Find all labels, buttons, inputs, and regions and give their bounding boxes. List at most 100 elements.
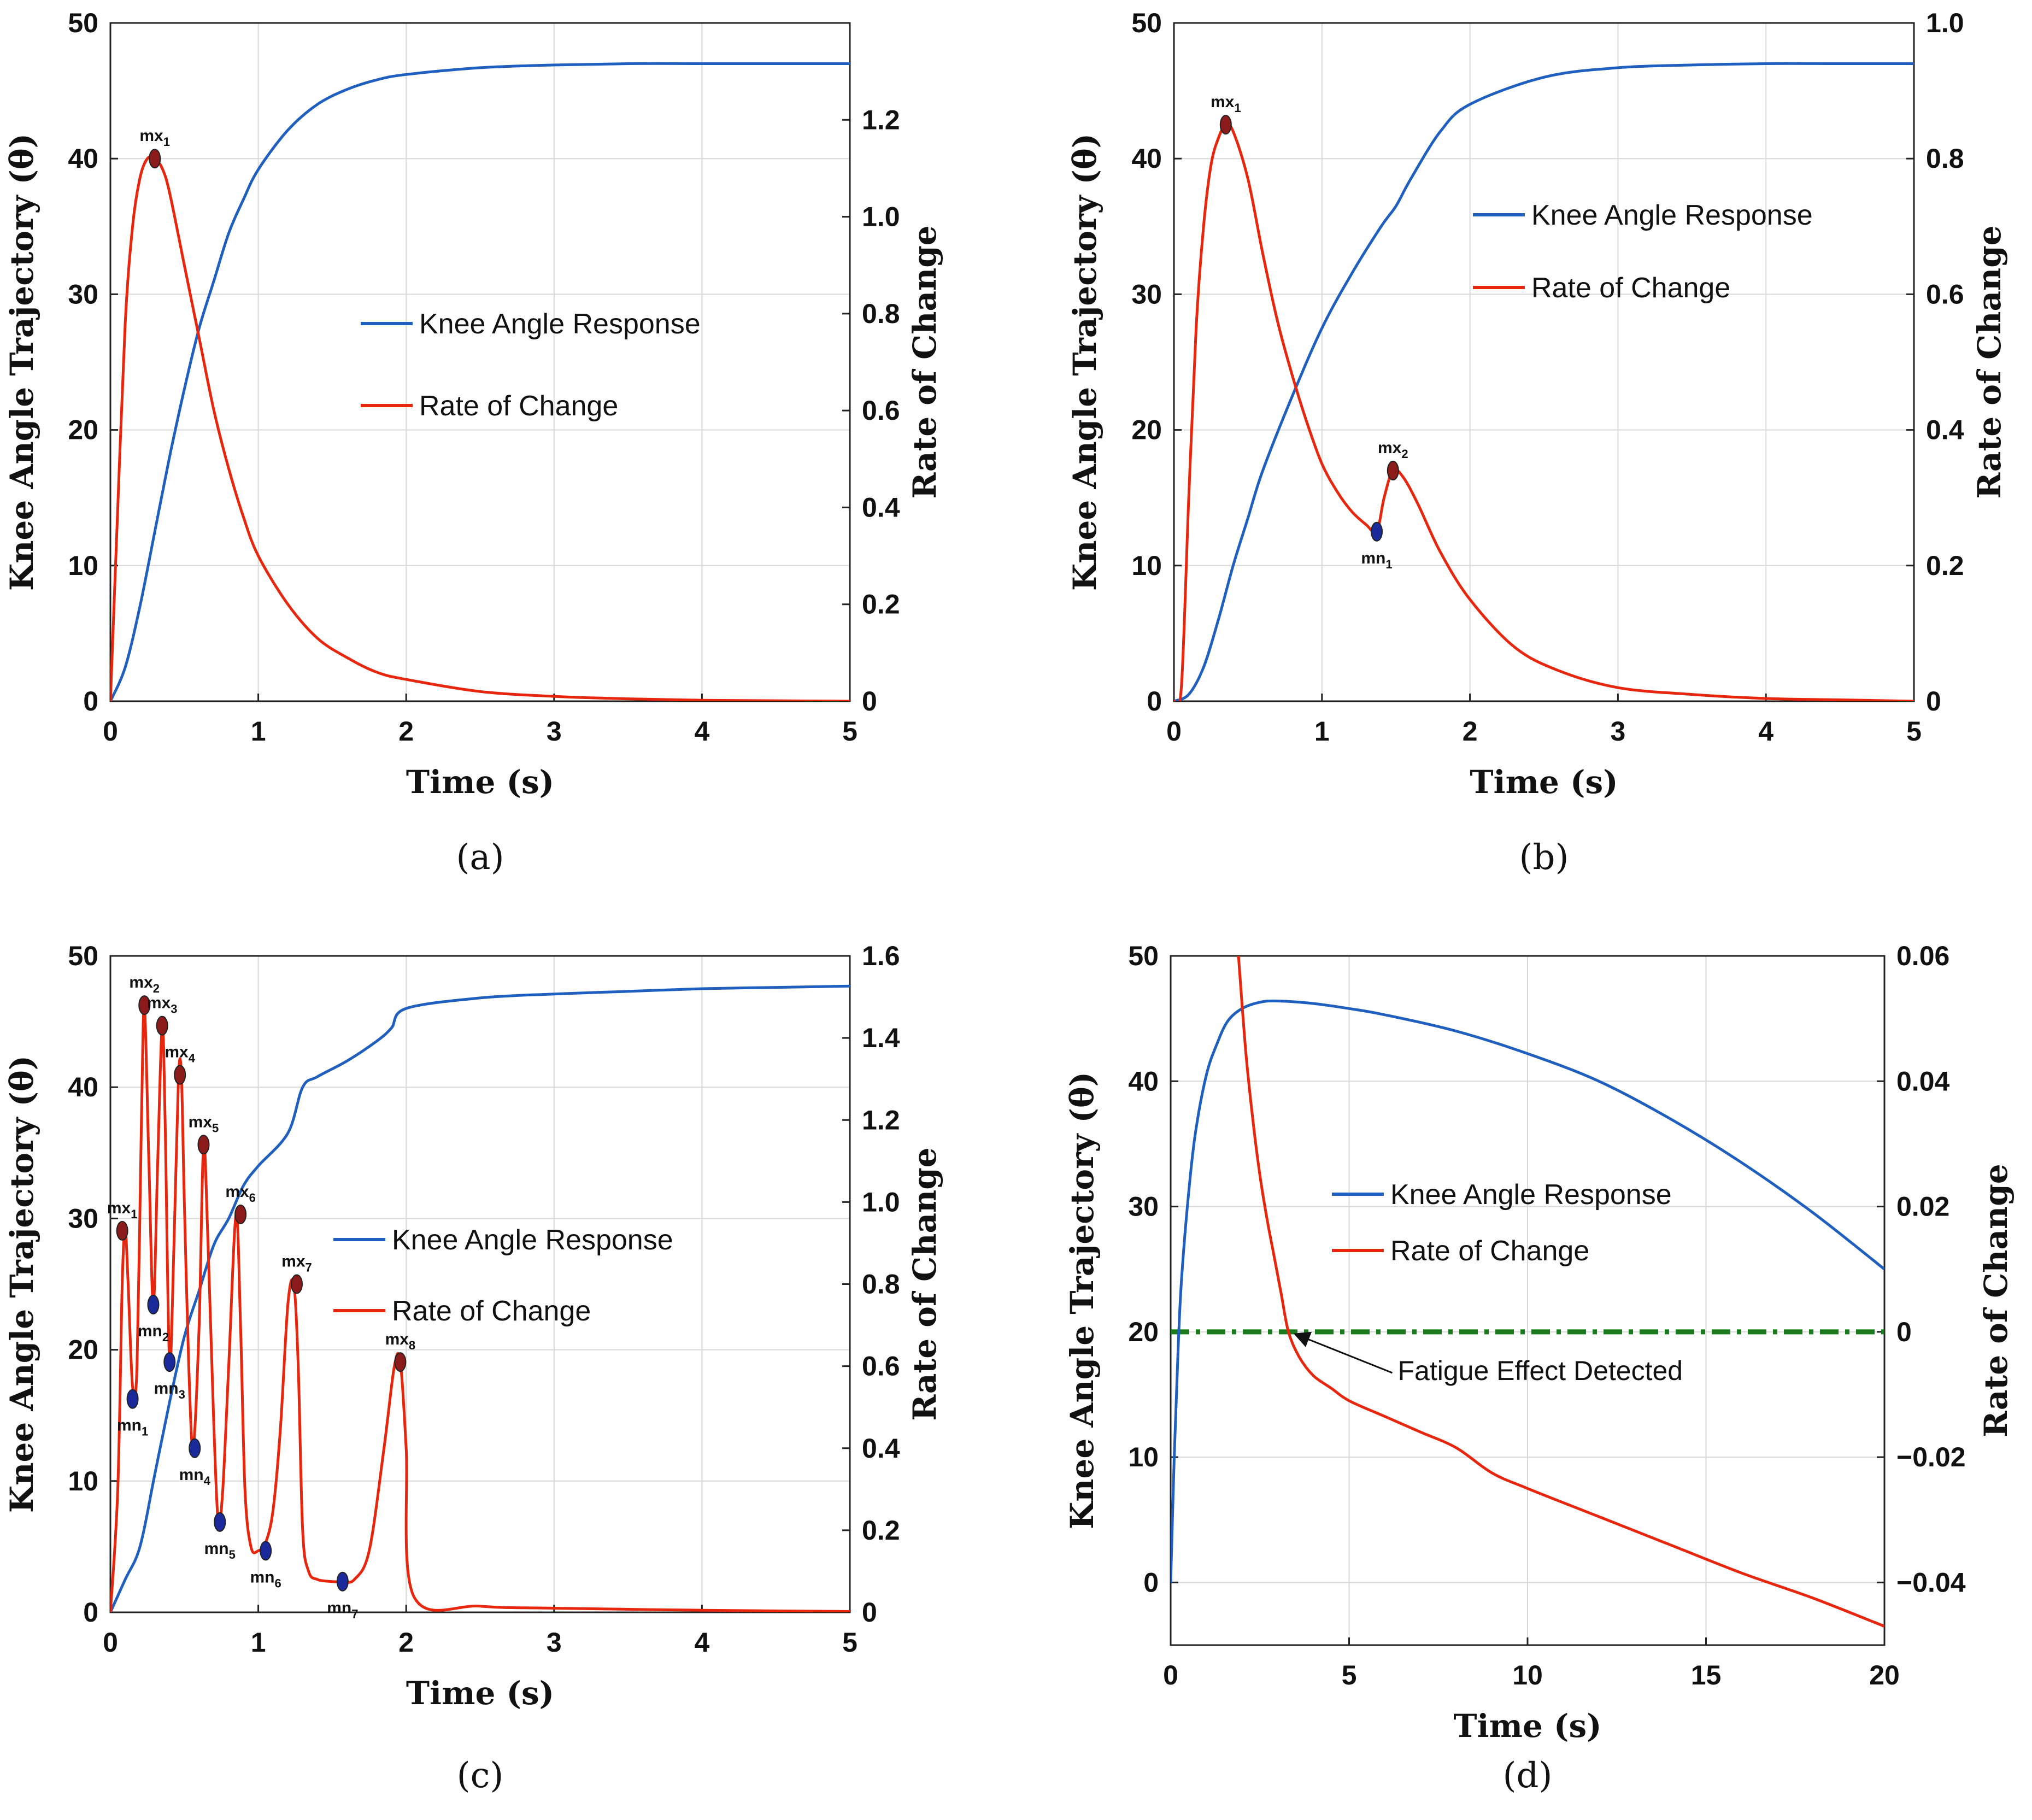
x-axis-title: Time (s) (406, 764, 554, 801)
x-tick-label: 4 (694, 716, 709, 747)
legend-label: Rate of Change (392, 1295, 591, 1327)
x-tick-label: 0 (103, 716, 118, 747)
legend: Knee Angle Response Rate of Change (1473, 199, 1813, 304)
extremum-marker-mx1 (116, 1220, 128, 1241)
y-tick-label: 0 (1143, 1567, 1159, 1598)
extremum-label-sub: 1 (1234, 101, 1241, 115)
y2-axis-title: Rate of Change (1971, 225, 2008, 498)
extremum-label: mn3 (154, 1379, 185, 1401)
x-tick-label: 5 (842, 1627, 858, 1658)
y2-axis-title: Rate of Change (906, 225, 943, 498)
annotation-arrow (1293, 1331, 1393, 1374)
x-axis-title: Time (s) (406, 1675, 554, 1712)
y2-tick-label: 0.8 (1926, 143, 1964, 174)
extremum-label: mn1 (117, 1417, 148, 1439)
x-tick-label: 1 (251, 716, 266, 747)
plot-area (1174, 62, 1914, 701)
y-tick-label: 30 (68, 279, 98, 309)
extremum-label: mn7 (327, 1599, 358, 1621)
extremum-label-sub: 5 (229, 1548, 236, 1561)
extremum-marker-mn5 (214, 1512, 226, 1532)
extremum-marker-mx7 (290, 1274, 303, 1294)
extremum-label-sub: 8 (409, 1338, 415, 1352)
y-tick-label: 20 (1131, 415, 1162, 445)
y-tick-label: 40 (1131, 143, 1162, 174)
extremum-label-sub: 2 (162, 1330, 169, 1344)
y2-tick-label: 0.8 (862, 298, 900, 329)
legend-label: Knee Angle Response (392, 1224, 673, 1256)
y-tick-label: 50 (1131, 8, 1162, 38)
y-tick-label: 30 (68, 1203, 98, 1234)
extremum-label-sub: 6 (249, 1191, 256, 1205)
x-tick-label: 1 (1314, 716, 1330, 747)
extremum-label: mx1 (107, 1199, 138, 1221)
y2-tick-label: 0.8 (862, 1269, 900, 1300)
extremum-label-name: mn (327, 1599, 351, 1617)
x-tick-label: 4 (694, 1627, 709, 1658)
extremum-label: mx1 (139, 127, 170, 149)
extremum-label-sub: 6 (275, 1576, 281, 1590)
chart-panel-d: 0 5 10 15 20 0 10 20 30 40 50 −0.04 −0.02 0 0.02 0.04 0.… (1064, 941, 2015, 1796)
x-axis-title: Time (s) (1453, 1707, 1601, 1745)
extremum-label-name: mn (154, 1379, 179, 1398)
y2-tick-label: 1.0 (1926, 8, 1964, 38)
extremum-marker-mx2 (138, 995, 151, 1015)
knee-angle-line (1171, 999, 1884, 1583)
extremum-label: mn6 (250, 1568, 281, 1590)
extremum-label: mx7 (281, 1253, 312, 1275)
y2-tick-label: 0 (1926, 686, 1941, 717)
extremum-label-sub: 7 (306, 1261, 312, 1275)
y-tick-label: 0 (83, 1597, 98, 1628)
extremum-marker-mx3 (156, 1015, 168, 1036)
y2-tick-label: 1.4 (862, 1023, 900, 1053)
extremum-marker-mx6 (234, 1204, 247, 1224)
extremum-label: mn2 (138, 1322, 169, 1344)
panel-caption: (d) (1503, 1756, 1553, 1796)
y-axis-title: Knee Angle Trajectory (θ) (1064, 1072, 1101, 1529)
y2-tick-label: 0.4 (862, 1433, 900, 1464)
x-tick-label: 15 (1691, 1660, 1722, 1690)
extremum-label-sub: 5 (212, 1121, 219, 1135)
panel-caption: (c) (457, 1756, 504, 1796)
extremum-label-name: mx (139, 127, 163, 145)
rate-of-change-line (1174, 122, 1914, 701)
y-tick-label: 20 (1128, 1317, 1159, 1347)
extremum-label-name: mx (165, 1043, 189, 1061)
y-tick-label: 50 (1128, 941, 1159, 971)
y2-tick-label: 0.6 (862, 1351, 900, 1382)
x-tick-label: 0 (1166, 716, 1182, 747)
x-tick-label: 20 (1869, 1660, 1900, 1690)
y-tick-label: 10 (1131, 550, 1162, 581)
y-axis-title: Knee Angle Trajectory (θ) (1066, 133, 1103, 591)
extremum-marker-mx4 (174, 1065, 186, 1085)
extremum-label-name: mn (138, 1322, 162, 1340)
extremum-label: mx4 (165, 1043, 195, 1065)
extremum-label: mx6 (225, 1183, 256, 1205)
panel-caption: (a) (456, 837, 504, 878)
x-tick-label: 3 (547, 716, 562, 747)
extremum-label: mn1 (1361, 549, 1392, 571)
extremum-label-name: mx (1378, 439, 1402, 457)
extremum-marker-mn6 (260, 1541, 272, 1561)
extremum-label-name: mn (1361, 549, 1385, 567)
y-tick-label: 10 (68, 1466, 98, 1496)
y2-tick-label: 1.6 (862, 941, 900, 971)
knee-angle-line (110, 62, 850, 701)
y2-tick-label: 0 (1896, 1317, 1912, 1347)
extremum-label-sub: 3 (171, 1002, 177, 1016)
extremum-label: mx3 (147, 994, 178, 1016)
y2-tick-label: −0.04 (1896, 1567, 1966, 1598)
extremum-marker-mx8 (394, 1352, 407, 1372)
y-axis-title: Knee Angle Trajectory (θ) (3, 133, 40, 591)
y2-tick-label: 1.2 (862, 1105, 900, 1135)
extremum-label-name: mx (281, 1253, 306, 1271)
extremum-label: mx5 (189, 1113, 219, 1135)
legend-label: Knee Angle Response (1390, 1179, 1672, 1211)
y2-tick-label: 0.02 (1896, 1191, 1949, 1222)
x-tick-label: 1 (251, 1627, 266, 1658)
extremum-label: mx8 (385, 1330, 416, 1352)
x-tick-label: 2 (398, 716, 414, 747)
y2-tick-label: 0.4 (862, 492, 900, 522)
